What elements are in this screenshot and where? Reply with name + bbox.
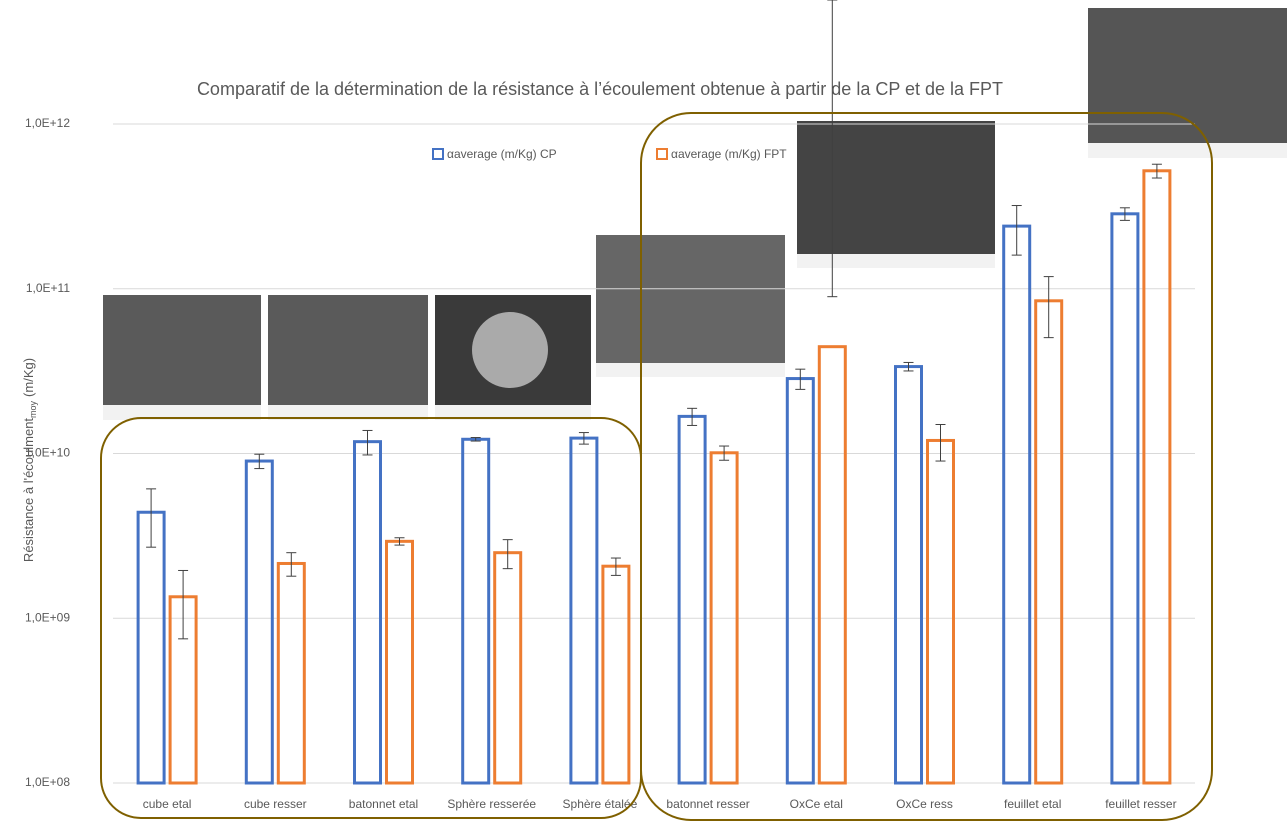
y-tick-label: 1,0E+09	[25, 610, 70, 624]
error-bar	[394, 537, 405, 546]
bar	[353, 440, 382, 785]
bar	[1142, 169, 1172, 785]
bar	[385, 539, 414, 785]
y-label-sub: moy	[28, 400, 38, 418]
x-tick-label: cube etal	[143, 797, 192, 811]
bar	[244, 459, 274, 785]
bar	[1002, 224, 1032, 785]
bar	[601, 564, 631, 785]
y-tick-label: 1,0E+10	[25, 446, 70, 460]
bar	[817, 345, 847, 785]
y-tick-label: 1,0E+12	[25, 116, 70, 130]
error-bar	[362, 429, 373, 456]
x-tick-label: Sphère étalée	[563, 797, 638, 811]
sem-image-footer	[596, 363, 785, 377]
bar	[926, 438, 955, 785]
error-bar	[903, 361, 914, 372]
x-tick-label: OxCe etal	[790, 797, 843, 811]
group-outline	[640, 112, 1213, 821]
x-tick-label: cube resser	[244, 797, 307, 811]
x-tick-label: feuillet resser	[1105, 797, 1176, 811]
error-bar	[795, 368, 806, 390]
sem-image	[596, 235, 785, 363]
x-tick-label: OxCe ress	[896, 797, 953, 811]
error-bar	[1151, 163, 1162, 179]
error-bar	[687, 407, 698, 426]
error-bar	[610, 557, 621, 576]
y-tick-label: 1,0E+11	[26, 281, 70, 295]
x-tick-label: Sphère resserée	[447, 797, 536, 811]
bar	[276, 561, 306, 785]
sem-image-footer	[103, 405, 261, 420]
sem-sphere	[472, 312, 548, 388]
sem-images	[103, 8, 1287, 420]
error-bar	[286, 552, 297, 577]
error-bar	[1011, 205, 1022, 256]
legend-label: αaverage (m/Kg) CP	[447, 147, 557, 161]
chart-title: Comparatif de la détermination de la rés…	[197, 79, 1003, 99]
error-bar	[146, 488, 157, 548]
error-bar	[1119, 207, 1130, 221]
error-bar	[827, 0, 838, 298]
bar	[1034, 299, 1064, 785]
error-bar	[935, 423, 946, 462]
legend-swatch	[656, 148, 668, 160]
error-bar	[470, 437, 481, 442]
bar	[493, 551, 523, 785]
bar	[785, 377, 815, 785]
legend-swatch	[432, 148, 444, 160]
x-tick-label: batonnet resser	[666, 797, 749, 811]
error-bar	[1043, 276, 1054, 339]
error-bar	[254, 453, 265, 470]
bar	[1110, 212, 1140, 785]
sem-image	[103, 295, 261, 405]
bar	[569, 436, 599, 785]
x-tick-label: feuillet etal	[1004, 797, 1061, 811]
error-bar	[178, 569, 189, 640]
sem-image-footer	[1088, 143, 1287, 158]
sem-image-footer	[797, 254, 995, 268]
y-label-unit: (m/Kg)	[21, 358, 36, 397]
error-bar	[502, 539, 513, 570]
bar	[677, 414, 707, 785]
y-axis-label: Résistance à l'écoulmentmoy (m/Kg)	[21, 358, 38, 562]
error-bar	[719, 445, 730, 461]
y-tick-label: 1,0E+08	[25, 775, 70, 789]
bar	[136, 510, 166, 785]
error-bar	[578, 432, 589, 445]
y-label-main: Résistance à l'écoulment	[21, 418, 36, 562]
plot: 1,0E+08 1,0E+09 1,0E+10 1,0E+11 1,0E+12 cube …	[25, 0, 1195, 811]
sem-image-footer	[268, 405, 428, 420]
bar	[894, 365, 923, 785]
sem-image	[268, 295, 428, 405]
legend-label: αaverage (m/Kg) FPT	[671, 147, 787, 161]
sem-image-footer	[435, 405, 591, 420]
sem-image	[1088, 8, 1287, 143]
bar	[461, 437, 491, 785]
sem-image	[797, 121, 995, 254]
x-tick-label: batonnet etal	[349, 797, 418, 811]
